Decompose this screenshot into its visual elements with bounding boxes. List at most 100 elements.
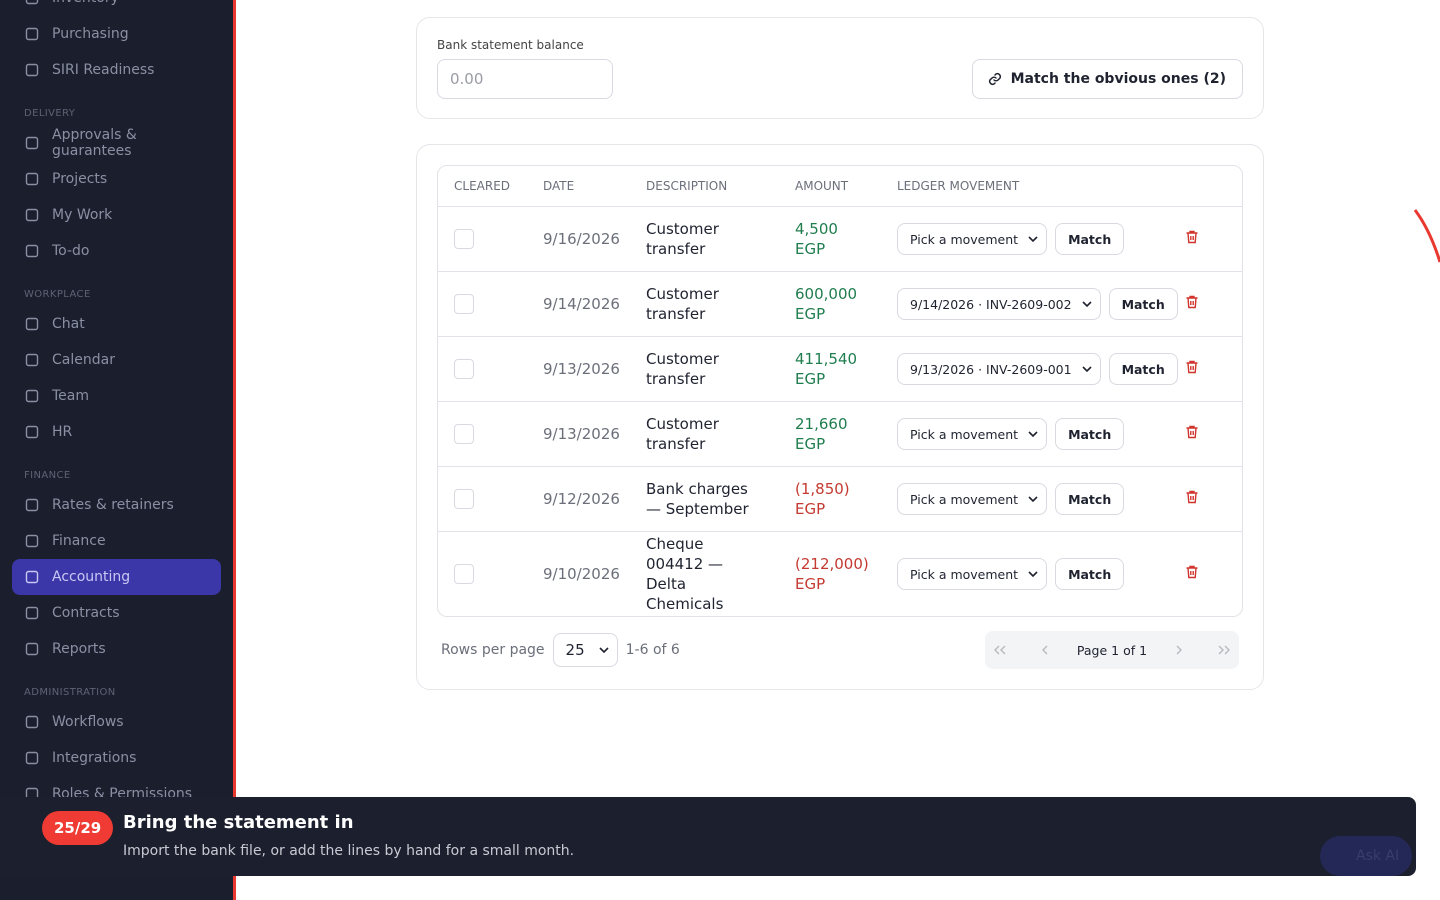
delete-cell [1184,229,1242,249]
chevron [1028,571,1038,577]
nav-item[interactable]: To-do [12,233,221,269]
nav-label: HR [52,424,73,440]
delete-cell [1184,294,1242,314]
movement-cell: 9/14/2026 · INV-2609-002 Match [897,288,1184,320]
table-row: 9/12/2026 Bank charges — September (1,850)… [438,466,1242,531]
date: 9/10/2026 [543,565,620,583]
amount: 21,660 EGP [795,415,848,453]
match-obvious-button[interactable]: Match the obvious ones (2) [971,59,1243,99]
column-header: DATE [543,179,575,193]
movement-cell: 9/13/2026 · INV-2609-001 Match [897,353,1184,385]
statement-card: CLEARED DATE DESCRIPTION AMOUNT LEDGER MOVEM… [416,144,1264,690]
nav-icon [25,570,39,584]
nav-item[interactable]: My Work [12,197,221,233]
nav-heading: DELIVERY [24,108,76,119]
date: 9/16/2026 [543,230,620,248]
nav-icon [25,208,39,222]
nav-icon [25,27,39,41]
nav-item[interactable]: Team [12,378,221,414]
cell [454,564,543,584]
nav-item[interactable]: Purchasing [12,16,221,52]
match-button[interactable]: Match [1055,223,1125,255]
delete-button[interactable] [1184,294,1200,310]
balance-input[interactable]: 0.00 [437,59,613,99]
delete-button[interactable] [1184,359,1200,375]
nav-item[interactable]: Reports [12,631,221,667]
balance-card: Bank statement balance 0.00 Match the ob… [416,17,1264,119]
delete-button[interactable] [1184,489,1200,505]
statement-table: CLEARED DATE DESCRIPTION AMOUNT LEDGER MOVEM… [437,165,1243,617]
last-page[interactable] [1211,640,1231,660]
description: Cheque 004412 — Delta Chemicals [646,535,724,613]
first-page[interactable] [993,640,1013,660]
ask-ai-button[interactable]: Ask AI [1320,836,1412,876]
nav-icon [25,244,39,258]
movement-value: Pick a movement [910,566,1019,582]
movement-select[interactable]: Pick a movement [897,483,1048,515]
nav-icon [25,63,39,77]
link-icon [988,72,1001,86]
delete-button[interactable] [1184,424,1200,440]
nav-item[interactable]: Workflows [12,704,221,740]
movement-select[interactable]: 9/14/2026 · INV-2609-002 [897,288,1101,320]
nav-icon [25,389,39,403]
delete-cell [1184,359,1242,379]
nav-item[interactable]: Rates & retainers [12,487,221,523]
table-row: 9/16/2026 Customer transfer 4,500 EGP Pick … [438,206,1242,271]
cell [454,294,543,314]
nav-item[interactable]: Chat [12,306,221,342]
column-header: AMOUNT [795,179,849,193]
match-button[interactable]: Match [1108,353,1178,385]
cleared-checkbox[interactable] [454,229,474,249]
chevron [1028,496,1038,502]
nav-item[interactable]: Accounting [12,559,221,595]
nav-item[interactable]: HR [12,414,221,450]
cell [454,359,543,379]
chevron [1081,301,1092,307]
movement-select[interactable]: Pick a movement [897,558,1048,590]
nav-item[interactable]: Integrations [12,740,221,776]
balance-label: Bank statement balance [437,38,584,52]
movement-cell: Pick a movement Match [897,418,1184,450]
amount: 600,000 EGP [795,285,858,323]
delete-cell [1184,424,1242,444]
nav-item[interactable]: Approvals & guarantees [12,125,221,161]
match-button[interactable]: Match [1055,558,1125,590]
nav-item[interactable]: Finance [12,523,221,559]
nav-item[interactable]: SIRI Readiness [12,52,221,88]
cleared-checkbox[interactable] [454,359,474,379]
movement-select[interactable]: Pick a movement [897,418,1048,450]
match-button[interactable]: Match [1055,483,1125,515]
nav-item[interactable]: Inventory [12,0,221,16]
nav-label: Inventory [52,0,119,6]
page-indicator: Page 1 of 1 [1076,642,1148,658]
date: 9/14/2026 [543,295,620,313]
delete-button[interactable] [1184,229,1200,245]
prev-page[interactable] [1035,640,1055,660]
match-button[interactable]: Match [1055,418,1125,450]
nav-item[interactable]: Contracts [12,595,221,631]
pagination: Rows per page 25 1-6 of 6 Page 1 of 1 [441,631,1239,669]
next-page[interactable] [1169,640,1189,660]
description: Customer transfer [646,285,719,323]
movement-select[interactable]: Pick a movement [897,223,1048,255]
nav-label: SIRI Readiness [52,62,155,78]
nav-icon [25,136,39,150]
nav-icon [25,425,39,439]
date: 9/13/2026 [543,360,620,378]
movement-select[interactable]: 9/13/2026 · INV-2609-001 [897,353,1101,385]
nav-item[interactable]: Calendar [12,342,221,378]
description: Bank charges — September [646,480,749,518]
cleared-checkbox[interactable] [454,424,474,444]
delete-button[interactable] [1184,564,1200,580]
match-button[interactable]: Match [1108,288,1178,320]
rows-per-page-select[interactable]: 25 [552,633,618,667]
cleared-checkbox[interactable] [454,294,474,314]
table-row: 9/13/2026 Customer transfer 411,540 EGP 9/1… [438,336,1242,401]
cleared-checkbox[interactable] [454,564,474,584]
tour-step: 25/29 [42,811,114,845]
cleared-checkbox[interactable] [454,489,474,509]
nav-item[interactable]: Projects [12,161,221,197]
